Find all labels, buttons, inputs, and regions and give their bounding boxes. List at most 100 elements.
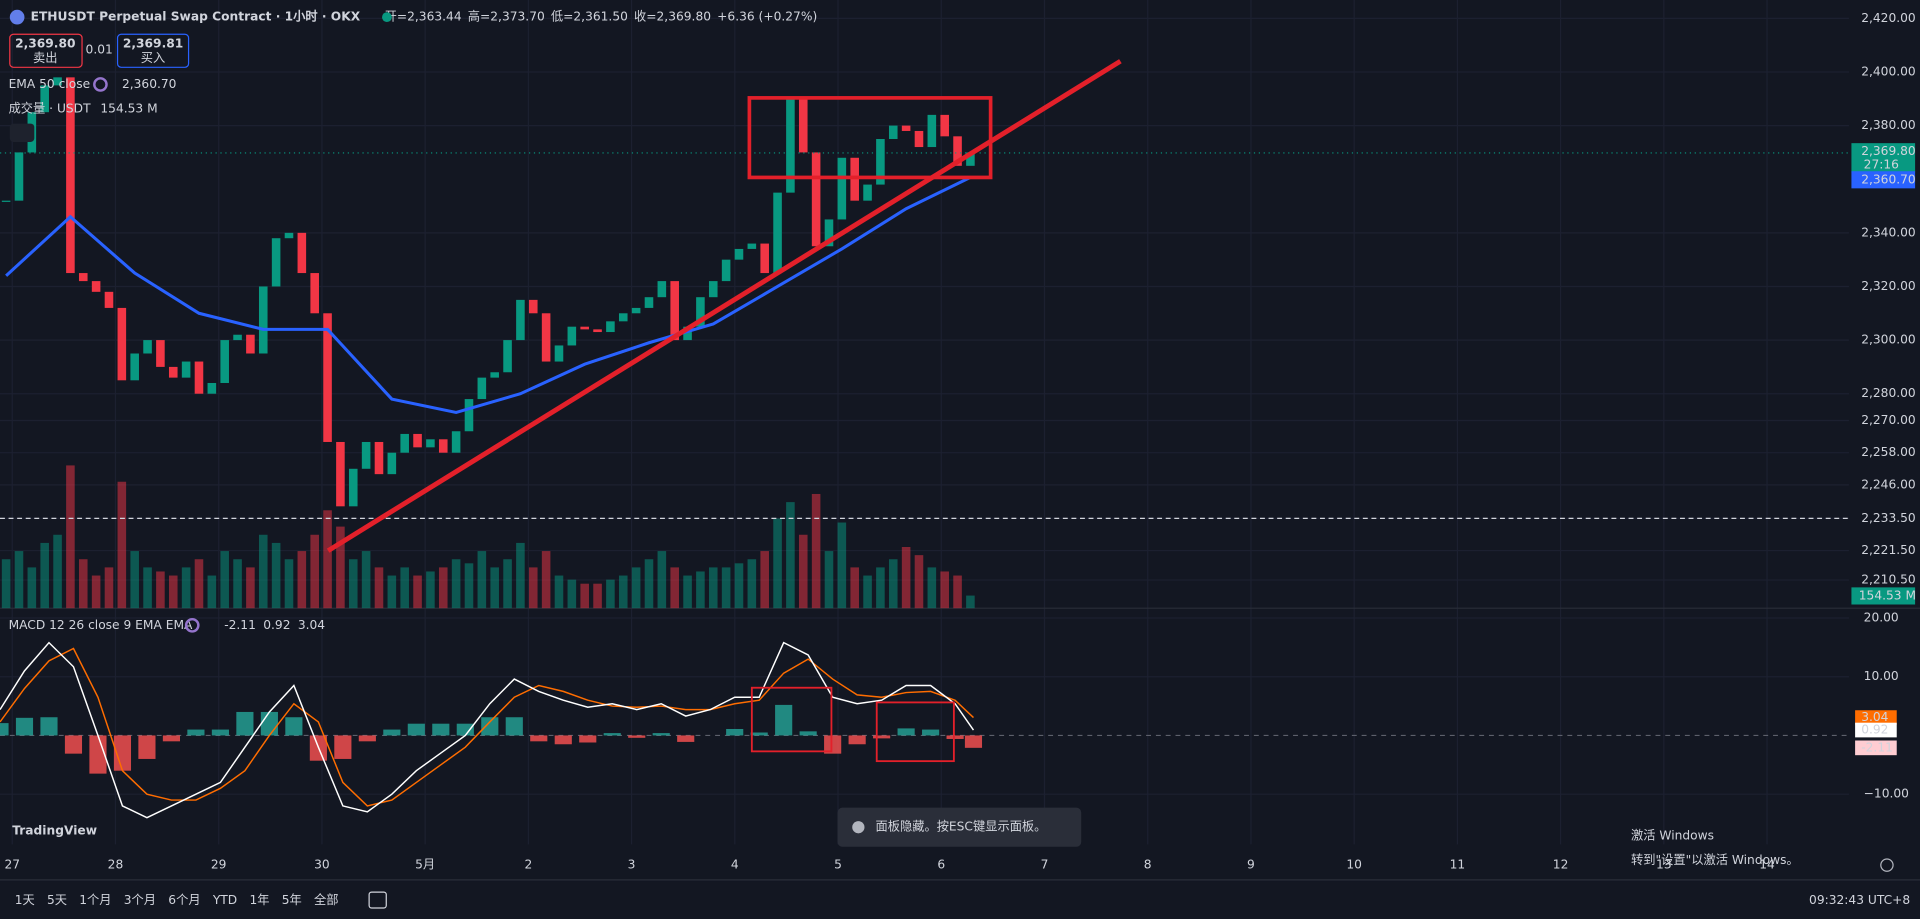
macd-hist (432, 723, 450, 736)
volume-bar (773, 518, 782, 609)
volume-bar (220, 551, 229, 609)
change: +6.36 (+0.27%) (717, 10, 817, 24)
macd-hist (456, 723, 474, 736)
candle (246, 334, 255, 354)
logo: TradingView (12, 823, 97, 837)
candle (117, 307, 127, 381)
candle (220, 340, 229, 383)
candle (14, 152, 24, 201)
macd-hist (211, 729, 229, 736)
volume-bar (477, 551, 487, 609)
volume-bar (130, 551, 139, 609)
candle (426, 439, 435, 448)
date-label: 29 (211, 858, 227, 872)
range-button[interactable]: YTD (212, 893, 237, 907)
volume-bar (66, 465, 75, 609)
range-button[interactable]: 5天 (47, 893, 67, 907)
range-button[interactable]: 1天 (15, 893, 35, 907)
date-range-button[interactable] (368, 891, 387, 909)
range-button[interactable]: 全部 (314, 892, 338, 907)
macd-hist (848, 735, 866, 745)
volume-bar (824, 551, 834, 609)
candle (258, 286, 268, 354)
volume-bar (644, 559, 654, 609)
date-label: 27 (4, 858, 20, 872)
macd-hist (236, 711, 254, 736)
volume-bar (747, 559, 757, 609)
macd-hist (873, 735, 891, 739)
macd-hist (505, 717, 523, 736)
volume-bar (194, 559, 204, 609)
candle (490, 372, 499, 378)
range-button[interactable]: 3个月 (124, 893, 156, 907)
date-label: 30 (314, 858, 330, 872)
volume-bar (91, 575, 101, 609)
trend-line (326, 59, 1122, 553)
macd-hist (750, 732, 768, 736)
volume-bar (271, 542, 281, 609)
candle (361, 441, 371, 469)
macd-hist (897, 728, 915, 736)
volume-bar (143, 567, 152, 609)
ohlc-value: 2,373.70 (490, 10, 545, 24)
volume-bar (657, 551, 667, 609)
volume-bar (53, 534, 62, 609)
ema-legend-value: 2,360.70 (122, 77, 177, 91)
candle (670, 281, 679, 341)
collapse-button[interactable] (9, 123, 35, 142)
volume-bar (181, 567, 191, 609)
date-label: 2 (524, 858, 532, 872)
volume-bar (863, 575, 872, 609)
last-price-label: 2,369.80 (1861, 144, 1916, 158)
volume-bar (426, 571, 435, 609)
macd-line (0, 641, 975, 819)
range-button[interactable]: 1年 (249, 893, 269, 907)
macd-settings[interactable] (184, 617, 200, 633)
volume-bar (850, 567, 859, 609)
range-button[interactable]: 6个月 (168, 893, 200, 907)
macd-tick-label: −10.00 (1864, 787, 1909, 801)
macd-hist (726, 728, 744, 736)
range-button[interactable]: 5年 (282, 893, 302, 907)
settings-button[interactable] (1880, 858, 1894, 872)
macd-legend: MACD 12 26 close 9 EMA EMA (9, 618, 193, 632)
candle (310, 273, 319, 314)
candle (91, 281, 101, 292)
sell-button[interactable] (9, 33, 83, 68)
candle (876, 139, 885, 185)
volume-bar (760, 551, 769, 609)
volume-bar (233, 559, 242, 609)
candle (888, 125, 898, 140)
macd-tick-label: 20.00 (1864, 610, 1899, 624)
ohlc-value: 2,369.80 (657, 10, 712, 24)
candle (901, 125, 911, 131)
date-label: 11 (1450, 858, 1466, 872)
volume-bar (438, 567, 448, 609)
volume-bar (876, 567, 885, 609)
clock: 09:32:43 UTC+8 (1809, 893, 1910, 907)
macd-hist (775, 704, 793, 736)
candle (644, 297, 654, 308)
macd-hist (15, 717, 34, 736)
candle (104, 291, 114, 308)
date-label: 12 (1553, 858, 1569, 872)
ema-settings[interactable] (93, 77, 108, 92)
price-tick-label: 2,420.00 (1861, 11, 1916, 25)
buy-button[interactable] (116, 33, 190, 68)
signal-value: 3.04 (298, 618, 325, 632)
hist-tag (1855, 740, 1897, 756)
ema-tag (1851, 171, 1916, 189)
candle (837, 157, 847, 220)
range-button[interactable]: 1个月 (79, 893, 111, 907)
candle (297, 232, 307, 274)
volume-bar (297, 551, 307, 609)
candle (618, 313, 628, 322)
volume-bar (348, 559, 358, 609)
candle (824, 219, 834, 247)
candle (516, 299, 525, 341)
volume-bar (323, 510, 332, 609)
volume-bar (207, 575, 217, 609)
hist-tag-label: -2.11 (1861, 740, 1893, 754)
candle (40, 85, 49, 113)
price-tick-label: 2,221.50 (1861, 543, 1916, 557)
